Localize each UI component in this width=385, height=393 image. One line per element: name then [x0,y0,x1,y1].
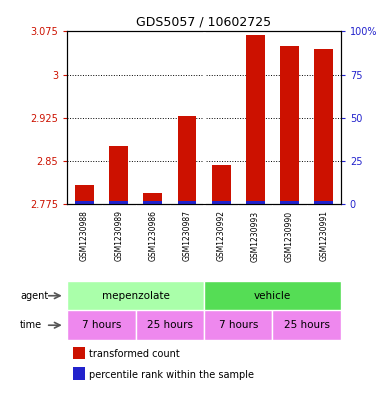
Bar [75,185,94,204]
Bar [177,200,196,204]
Bar [143,193,162,204]
Bar [212,200,231,204]
Bar [67,281,204,310]
Title: GDS5057 / 10602725: GDS5057 / 10602725 [137,16,271,29]
Text: GSM1230993: GSM1230993 [251,211,260,262]
Bar [246,35,265,204]
Bar [204,281,341,310]
Text: 7 hours: 7 hours [219,320,258,330]
Bar [280,46,299,204]
Bar [109,146,128,204]
Text: GSM1230986: GSM1230986 [148,211,157,261]
Text: 25 hours: 25 hours [284,320,330,330]
Bar [212,165,231,204]
Bar [73,367,85,380]
Bar [136,310,204,340]
Text: time: time [20,320,42,330]
Bar [314,200,333,204]
Text: GSM1230991: GSM1230991 [319,211,328,261]
Bar [109,200,128,204]
Text: mepenzolate: mepenzolate [102,291,170,301]
Bar [246,200,265,204]
Text: agent: agent [20,291,49,301]
Bar [280,200,299,204]
Bar [177,116,196,204]
Text: GSM1230988: GSM1230988 [80,211,89,261]
Text: transformed count: transformed count [89,349,180,360]
Text: GSM1230990: GSM1230990 [285,211,294,262]
Bar [314,49,333,204]
Bar [143,200,162,204]
Bar [273,310,341,340]
Text: vehicle: vehicle [254,291,291,301]
Bar [67,310,136,340]
Bar [75,200,94,204]
Text: 25 hours: 25 hours [147,320,193,330]
Text: GSM1230992: GSM1230992 [217,211,226,261]
Bar [204,310,273,340]
Text: GSM1230989: GSM1230989 [114,211,123,261]
Text: percentile rank within the sample: percentile rank within the sample [89,370,254,380]
Text: 7 hours: 7 hours [82,320,121,330]
Text: GSM1230987: GSM1230987 [182,211,191,261]
Bar [73,347,85,359]
